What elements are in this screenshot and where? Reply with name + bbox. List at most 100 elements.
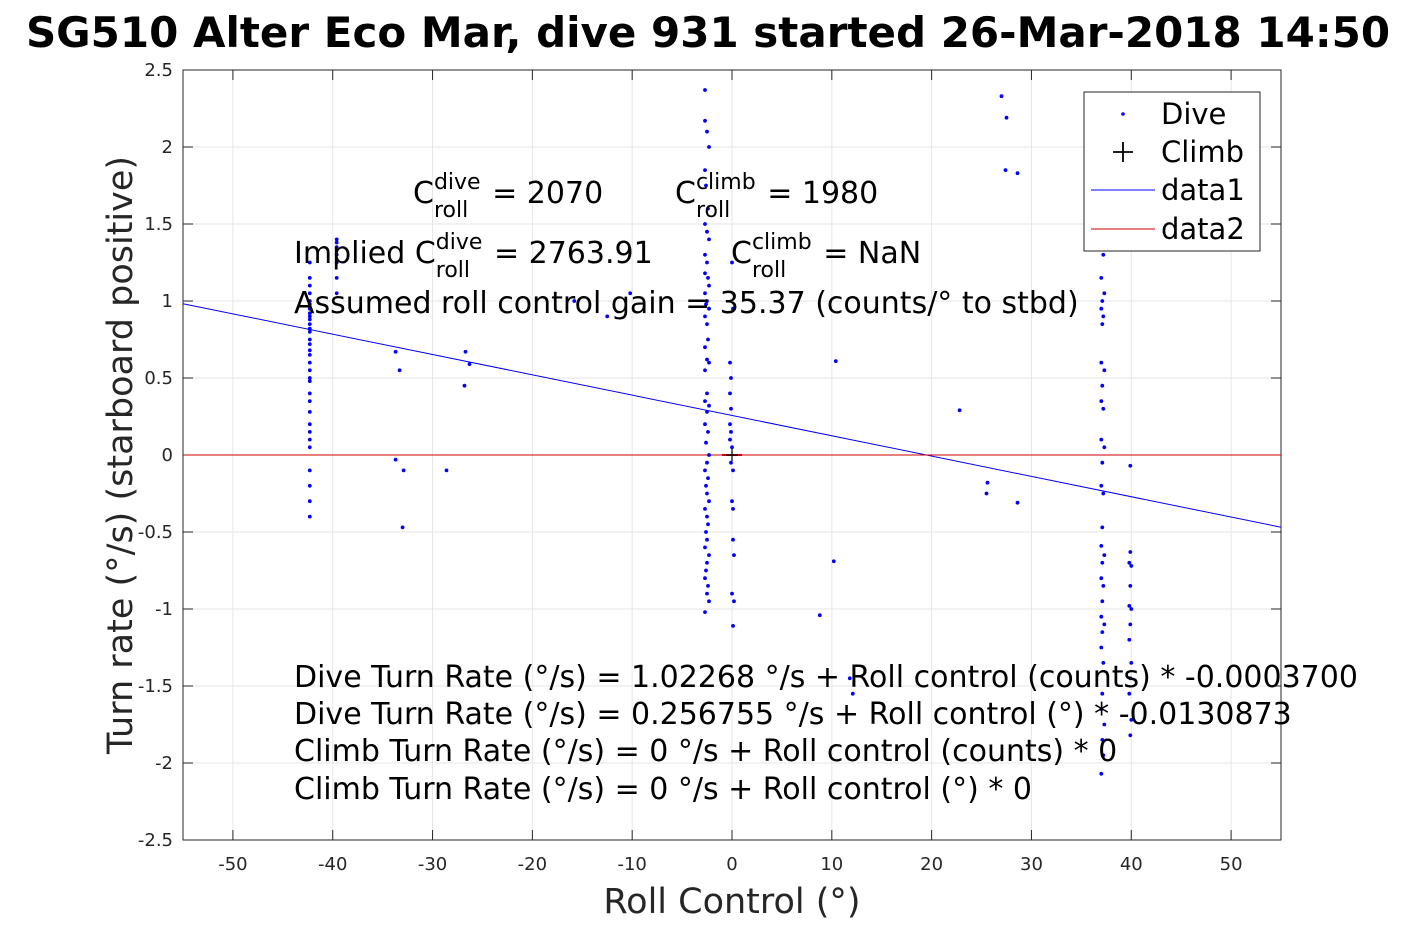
dive-point xyxy=(307,302,312,306)
dive-point xyxy=(334,252,339,257)
annotation-value: = 2763.91 xyxy=(484,236,652,271)
dive-point xyxy=(730,445,734,450)
dive-point xyxy=(731,624,735,628)
dive-point xyxy=(703,576,707,581)
dive-point xyxy=(307,368,312,373)
annotation-sup: climb xyxy=(696,170,756,195)
dive-point xyxy=(307,483,312,488)
dive-fit-degrees-text: Dive Turn Rate (°/s) = 0.256755 °/s + Ro… xyxy=(294,697,1292,732)
dive-point xyxy=(706,206,710,211)
dive-point xyxy=(307,348,312,353)
dive-point xyxy=(1102,622,1107,627)
annotation-base: C xyxy=(675,176,696,211)
y-tick-label: 1 xyxy=(162,291,173,312)
y-tick-label: 0 xyxy=(162,445,173,466)
dive-point xyxy=(1099,483,1104,488)
dive-point xyxy=(1099,614,1104,619)
dive-point xyxy=(705,260,709,265)
dive-point xyxy=(728,437,732,442)
dive-point xyxy=(1099,771,1104,776)
dive-point xyxy=(847,676,852,681)
dive-point xyxy=(707,553,711,557)
dive-point xyxy=(307,445,312,450)
dive-point xyxy=(817,613,822,618)
dive-point xyxy=(307,314,312,319)
dive-point xyxy=(705,537,709,542)
dive-point xyxy=(1101,753,1106,758)
chart-title: SG510 Alter Eco Mar, dive 931 started 26… xyxy=(26,8,1390,57)
dive-point xyxy=(703,422,707,427)
dive-point xyxy=(730,591,734,596)
annotation-prefix: Implied xyxy=(294,236,415,271)
dive-point xyxy=(307,299,312,303)
dive-point xyxy=(307,276,312,280)
dive-point xyxy=(729,430,733,434)
dive-point xyxy=(1127,560,1132,565)
y-tick-label: 0.5 xyxy=(144,368,173,389)
dive-point xyxy=(307,326,312,331)
annotation-implied-dive: Implied Cdive roll = 2763.91 xyxy=(294,230,653,283)
dive-point xyxy=(705,514,709,519)
dive-point xyxy=(400,525,405,530)
dive-point xyxy=(1129,718,1134,722)
dive-fit-counts-text: Dive Turn Rate (°/s) = 1.02268 °/s + Rol… xyxy=(294,660,1358,695)
gain-text: Assumed roll control gain = 35.37 (count… xyxy=(294,286,1079,321)
y-tick-label: 1.5 xyxy=(144,214,173,235)
dive-point xyxy=(833,359,838,363)
dive-point xyxy=(703,368,707,373)
dive-point xyxy=(706,337,710,342)
dive-point xyxy=(1101,491,1106,496)
y-tick-label: 2 xyxy=(162,137,173,158)
dive-point xyxy=(703,545,707,550)
dive-point xyxy=(703,271,707,276)
dive-point xyxy=(704,440,708,445)
dive-point xyxy=(1128,622,1133,627)
dive-point xyxy=(1128,733,1133,738)
dive-point xyxy=(703,399,707,403)
dive-point xyxy=(703,610,707,614)
dive-point xyxy=(1003,168,1008,173)
dive-point xyxy=(706,276,710,280)
annotation-sup: dive xyxy=(434,170,481,195)
dive-point xyxy=(1004,115,1009,120)
dive-point xyxy=(1099,360,1104,365)
dive-point xyxy=(1128,550,1133,554)
x-tick-label: 30 xyxy=(1020,854,1043,875)
legend-label-data1: data1 xyxy=(1161,173,1245,207)
dive-point xyxy=(1127,637,1132,642)
dive-point xyxy=(307,514,312,519)
ticks xyxy=(183,69,1281,841)
dive-point xyxy=(728,360,732,365)
dive-point xyxy=(1099,306,1104,311)
dive-point xyxy=(957,408,962,413)
dive-point xyxy=(729,460,733,465)
dive-point xyxy=(307,322,312,326)
dive-point xyxy=(1102,722,1107,727)
dive-point xyxy=(307,499,312,504)
dive-point xyxy=(705,391,709,396)
dive-point xyxy=(1128,676,1133,681)
annotation-c-climb: Cclimb roll = 1980 xyxy=(675,170,878,223)
dive-point xyxy=(704,302,708,306)
dive-point xyxy=(831,559,836,564)
dive-point xyxy=(334,240,339,245)
dive-point xyxy=(705,491,709,496)
dive-point xyxy=(704,183,708,188)
dive-point xyxy=(999,94,1004,99)
dive-point xyxy=(334,245,339,250)
dive-point xyxy=(401,468,406,473)
dive-point xyxy=(1015,500,1020,505)
dive-point xyxy=(1100,630,1105,634)
annotation-value: = 2070 xyxy=(483,176,604,211)
y-axis-label: Turn rate (°/s) (starboard positive) xyxy=(101,156,141,755)
dive-point xyxy=(1101,406,1106,411)
series-points xyxy=(307,88,1134,776)
dive-point xyxy=(1102,291,1107,296)
dive-point xyxy=(984,491,989,496)
annotation-value: = NaN xyxy=(814,236,921,271)
dive-point xyxy=(1102,445,1107,450)
dive-point xyxy=(1102,553,1107,557)
dive-point xyxy=(334,291,339,296)
dive-point xyxy=(707,499,711,504)
x-tick-label: -20 xyxy=(518,854,547,875)
